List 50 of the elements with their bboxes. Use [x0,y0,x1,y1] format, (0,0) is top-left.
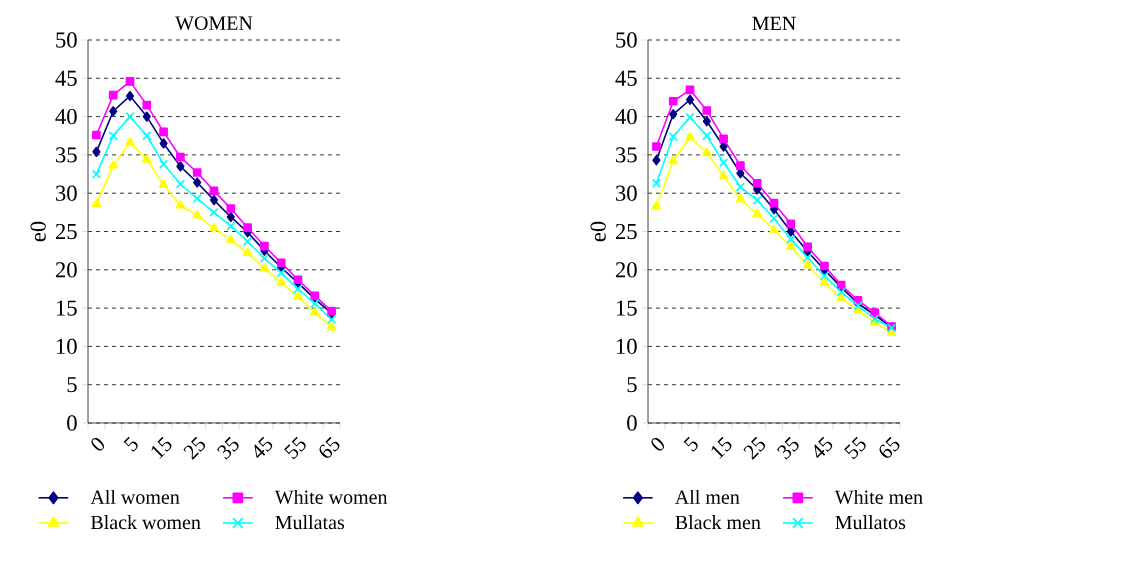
y-tick-label: 40 [615,108,637,125]
x-tick-label: 0 [91,437,105,451]
x-tick-label: 35 [777,436,799,460]
x-tick-label: 25 [743,436,766,460]
y-tick-label: 20 [55,262,77,278]
legend-label: All men [675,489,740,504]
legend-label: All women [90,489,180,504]
y-tick-label: 5 [627,377,637,393]
y-axis-title: e0 [30,221,46,242]
y-tick-label: 45 [615,70,637,86]
y-tick-label: 35 [56,147,77,163]
y-tick-label: 50 [616,32,637,48]
y-tick-label: 0 [627,415,637,431]
y-tick-label: 30 [616,185,637,201]
legend-label: Mullatas [275,515,345,530]
x-tick-label: 55 [844,436,866,460]
y-tick-label: 20 [615,262,637,278]
x-tick-label: 25 [183,436,206,460]
x-tick-label: 5 [683,436,698,452]
y-tick-label: 25 [55,223,77,240]
legend-label: White women [274,489,388,505]
legend-label: Mullatos [835,515,906,530]
y-tick-label: 0 [67,415,77,431]
chart-title: WOMEN [175,16,253,30]
x-tick-label: 55 [284,436,306,460]
chart-title: MEN [752,16,796,30]
y-tick-label: 50 [56,32,77,48]
y-tick-label: 15 [56,300,77,316]
legend-label: Black men [675,515,761,530]
x-tick-label: 15 [151,436,172,460]
x-tick-label: 45 [254,436,273,458]
legend-label: White men [834,489,923,505]
y-axis-title: e0 [590,221,606,242]
y-tick-label: 45 [55,70,77,86]
y-tick-label: 15 [616,300,637,316]
y-tick-label: 25 [615,223,637,240]
y-tick-label: 35 [616,147,637,163]
x-tick-label: 45 [814,436,833,458]
x-tick-label: 15 [711,436,732,460]
y-tick-label: 40 [55,108,77,125]
y-tick-label: 10 [56,338,77,355]
x-tick-label: 0 [651,437,665,451]
x-tick-label: 35 [217,436,239,460]
y-tick-label: 10 [616,338,637,355]
x-tick-label: 5 [123,436,138,452]
legend-label: Black women [90,515,201,530]
x-tick-label: 65 [319,436,340,458]
y-tick-label: 5 [67,377,77,393]
y-tick-label: 30 [56,185,77,201]
x-tick-label: 65 [879,436,900,458]
